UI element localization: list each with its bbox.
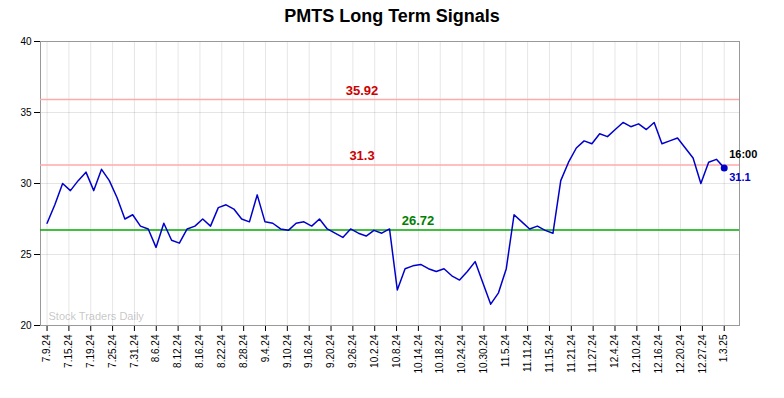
svg-text:11.11.24: 11.11.24 bbox=[522, 334, 533, 372]
svg-text:31.3: 31.3 bbox=[349, 148, 374, 163]
svg-text:9.26.24: 9.26.24 bbox=[347, 334, 358, 368]
svg-text:1.3.25: 1.3.25 bbox=[718, 334, 729, 362]
svg-text:9.20.24: 9.20.24 bbox=[325, 334, 336, 368]
svg-text:7.9.24: 7.9.24 bbox=[41, 334, 52, 362]
svg-text:11.21.24: 11.21.24 bbox=[566, 334, 577, 373]
svg-text:Stock Traders Daily: Stock Traders Daily bbox=[49, 310, 145, 322]
svg-text:35.92: 35.92 bbox=[346, 83, 379, 98]
svg-text:12.20.24: 12.20.24 bbox=[675, 334, 686, 373]
svg-text:10.14.24: 10.14.24 bbox=[413, 334, 424, 373]
svg-text:30: 30 bbox=[20, 178, 32, 189]
svg-text:12.4.24: 12.4.24 bbox=[609, 334, 620, 368]
html-text:PMTS Long Term Signals: PMTS Long Term Signals bbox=[284, 6, 500, 26]
svg-text:11.15.24: 11.15.24 bbox=[544, 334, 555, 373]
svg-text:8.6.24: 8.6.24 bbox=[150, 334, 161, 362]
svg-text:31.1: 31.1 bbox=[729, 171, 750, 183]
svg-text:16:00: 16:00 bbox=[729, 148, 757, 160]
svg-text:7.25.24: 7.25.24 bbox=[107, 334, 118, 368]
svg-text:40: 40 bbox=[20, 36, 32, 47]
svg-text:9.10.24: 9.10.24 bbox=[282, 334, 293, 368]
svg-text:11.27.24: 11.27.24 bbox=[587, 334, 598, 373]
svg-text:9.16.24: 9.16.24 bbox=[303, 334, 314, 368]
svg-text:20: 20 bbox=[20, 320, 32, 331]
svg-text:10.18.24: 10.18.24 bbox=[434, 334, 445, 373]
svg-text:12.10.24: 12.10.24 bbox=[631, 334, 642, 373]
svg-text:8.12.24: 8.12.24 bbox=[172, 334, 183, 368]
svg-text:7.15.24: 7.15.24 bbox=[63, 334, 74, 368]
svg-text:7.19.24: 7.19.24 bbox=[85, 334, 96, 368]
svg-text:8.22.24: 8.22.24 bbox=[216, 334, 227, 368]
svg-text:12.27.24: 12.27.24 bbox=[697, 334, 708, 373]
svg-text:26.72: 26.72 bbox=[402, 213, 435, 228]
svg-text:8.16.24: 8.16.24 bbox=[194, 334, 205, 368]
svg-text:10.8.24: 10.8.24 bbox=[391, 334, 402, 368]
svg-text:9.4.24: 9.4.24 bbox=[260, 334, 271, 362]
svg-text:10.2.24: 10.2.24 bbox=[369, 334, 380, 368]
svg-text:35: 35 bbox=[20, 107, 32, 118]
svg-text:11.5.24: 11.5.24 bbox=[500, 334, 511, 367]
svg-text:25: 25 bbox=[20, 249, 32, 260]
svg-text:10.24.24: 10.24.24 bbox=[456, 334, 467, 373]
svg-text:10.30.24: 10.30.24 bbox=[478, 334, 489, 373]
svg-text:7.31.24: 7.31.24 bbox=[129, 334, 140, 368]
svg-text:12.16.24: 12.16.24 bbox=[653, 334, 664, 373]
svg-text:8.28.24: 8.28.24 bbox=[238, 334, 249, 368]
